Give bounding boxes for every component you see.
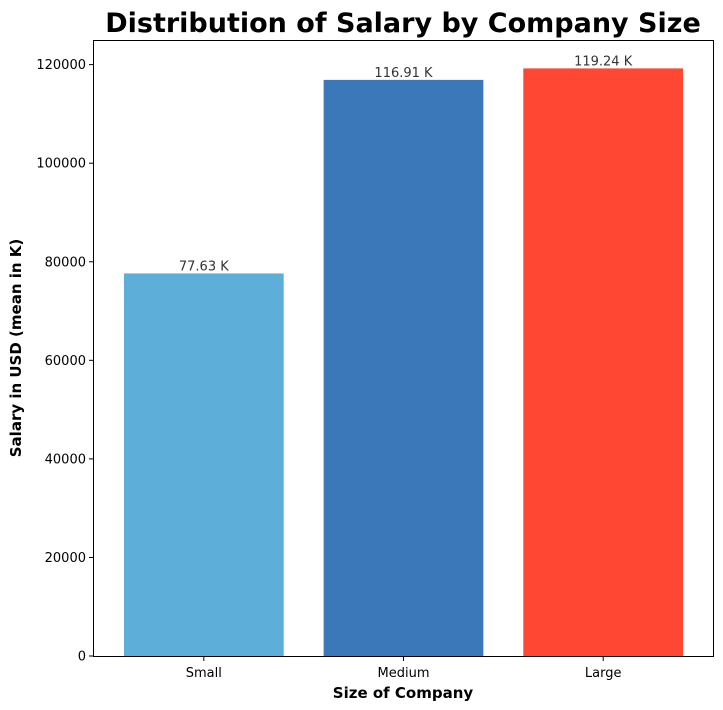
y-tick-label: 100000	[36, 157, 86, 172]
y-tick-label: 40000	[45, 452, 86, 467]
y-tick-label: 60000	[45, 354, 86, 369]
y-axis: 0 20000 40000 60000 80000 100000 120000	[36, 58, 94, 665]
x-axis: Small Medium Large	[186, 656, 622, 681]
bar-medium	[323, 79, 484, 657]
y-tick-label: 20000	[45, 551, 86, 566]
x-tick-label-small: Small	[186, 666, 222, 681]
data-labels-layer: 77.63 K 116.91 K 119.24 K	[179, 54, 633, 274]
y-tick-label: 80000	[45, 255, 86, 270]
y-tick-label: 0	[78, 650, 86, 665]
data-label-medium: 116.91 K	[374, 66, 433, 81]
x-tick-label-large: Large	[585, 666, 622, 681]
bar-large	[523, 68, 684, 656]
bars-layer	[123, 68, 684, 657]
x-axis-label: Size of Company	[333, 684, 474, 702]
chart-title: Distribution of Salary by Company Size	[105, 8, 701, 39]
data-label-small: 77.63 K	[179, 259, 229, 274]
data-label-large: 119.24 K	[574, 54, 633, 69]
y-tick-label: 120000	[36, 58, 86, 73]
plot-frame	[93, 40, 714, 657]
y-axis-label: Salary in USD (mean in K)	[7, 239, 25, 458]
x-tick-label-medium: Medium	[378, 666, 430, 681]
bar-small	[123, 273, 284, 656]
